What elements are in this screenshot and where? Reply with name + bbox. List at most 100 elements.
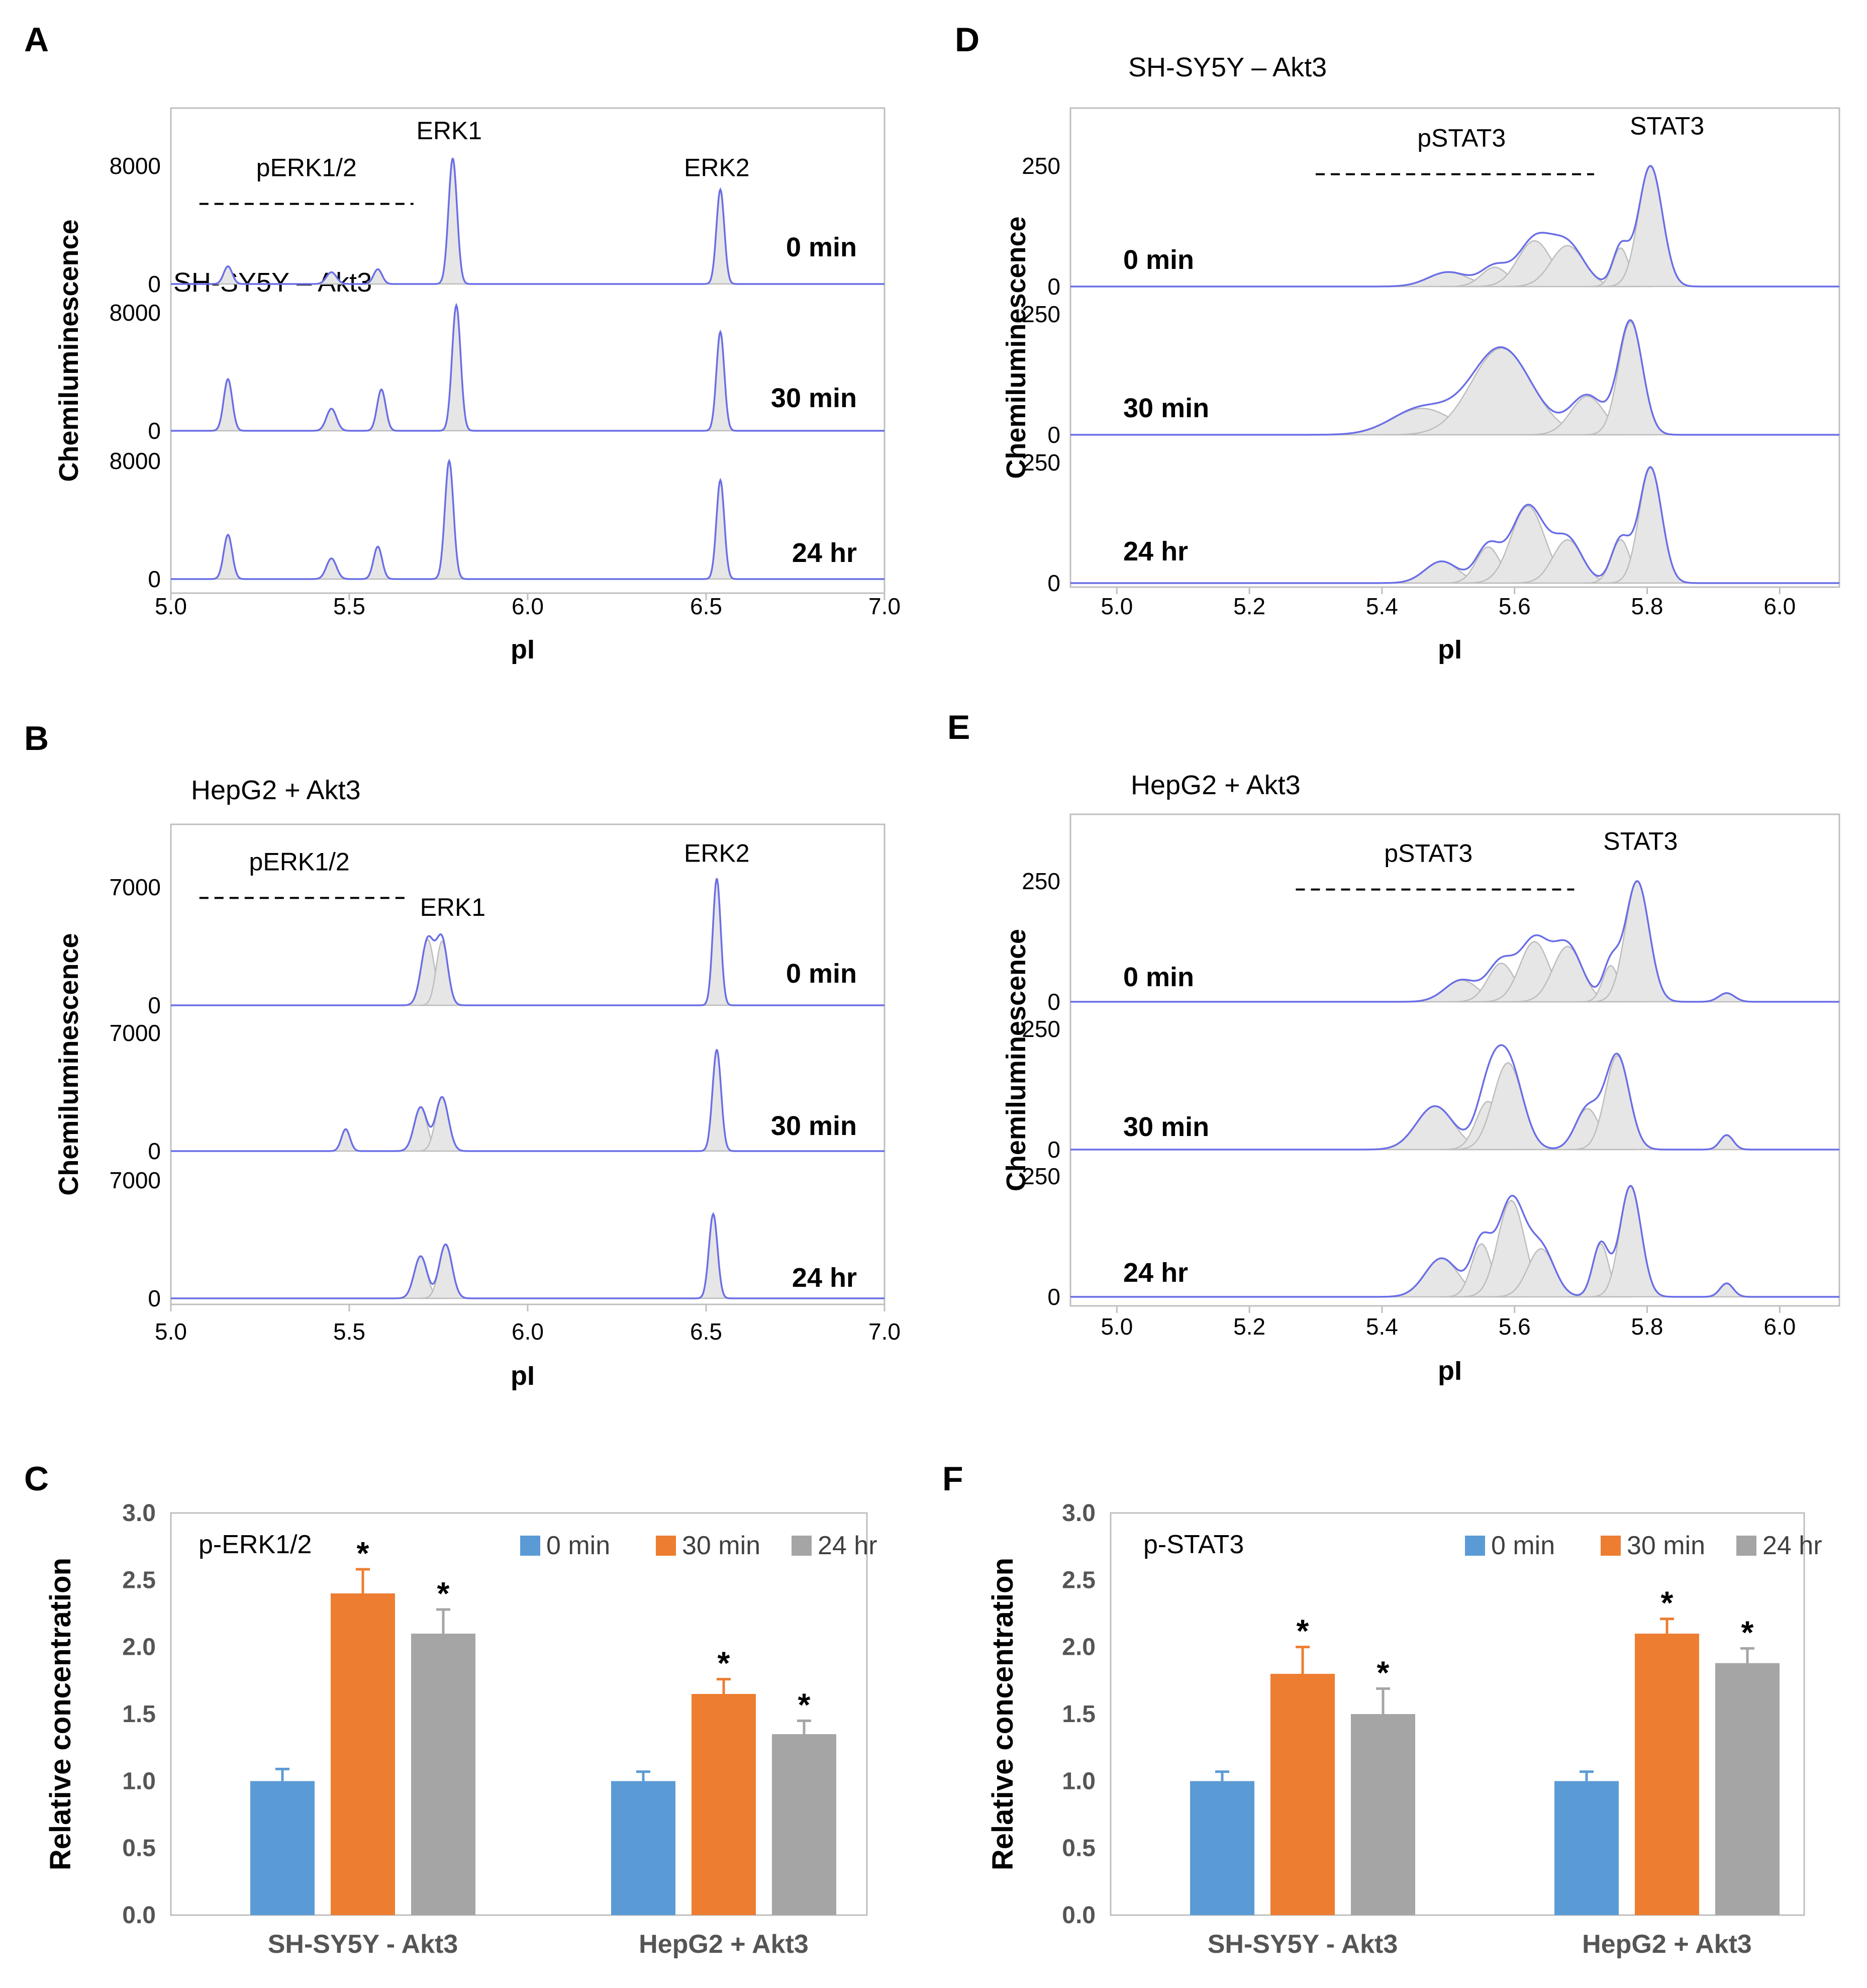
y-tick-label: 0 (148, 418, 161, 444)
trace-line-30-min (171, 1049, 885, 1152)
y-tick-label: 250 (1022, 449, 1060, 476)
x-tick-label: 5.8 (1631, 1313, 1663, 1340)
trace-line-24-hr (171, 458, 885, 580)
panel-d-electropherogram: SH-SY5Y – Akt3 5.0 5.2 5.4 5.6 5.8 6.0 pI Chemil… (1001, 52, 1840, 665)
panel-f-bar-chart: 0.0 0.5 1.0 1.5 2.0 2.5 3.0 Relative concentrat… (987, 1500, 1822, 1959)
plot-frame (1110, 1512, 1805, 1916)
y-axis-label: Relative concentration (987, 1558, 1019, 1870)
panel-e-plot-frame (1069, 813, 1840, 1307)
trace-line-24-hr (1070, 466, 1839, 584)
panel-d-title: SH-SY5Y – Akt3 (1128, 52, 1327, 82)
legend-swatch-0-min (1465, 1536, 1485, 1556)
y-axis-label: Chemiluminescence (54, 219, 84, 482)
chart-title: p-STAT3 (1143, 1530, 1244, 1559)
y-axis-label: Chemiluminescence (1001, 216, 1031, 479)
x-tick-label: 5.5 (333, 1318, 365, 1345)
significance-marker: * (1661, 1585, 1674, 1621)
peak-annotation-erk2: ERK2 (684, 154, 750, 182)
y-tick-label: 0 (1047, 273, 1060, 300)
trace-line-30-min (1070, 319, 1839, 436)
y-tick-label: 250 (1022, 153, 1060, 179)
panel-letter-c: C (24, 1460, 49, 1498)
x-axis-label: pI (511, 1361, 535, 1391)
category-label: HepG2 + Akt3 (1582, 1930, 1752, 1959)
bar-30-min-hepg2-akt3 (692, 1694, 756, 1915)
bar-24-hr-hepg2-akt3 (772, 1734, 836, 1915)
y-tick-label: 250 (1022, 868, 1060, 894)
panel-letter-a: A (24, 21, 49, 59)
peak-annotation-stat3: STAT3 (1630, 112, 1704, 140)
peak-annotation-perk1-2: pERK1/2 (249, 847, 350, 876)
x-tick-label: 6.0 (1763, 593, 1796, 619)
x-tick-label: 7.0 (868, 593, 901, 619)
legend-swatch-30-min (1601, 1536, 1621, 1556)
x-tick-label: 5.0 (1101, 593, 1133, 619)
y-tick-label: 250 (1022, 1016, 1060, 1042)
significance-marker: * (798, 1686, 811, 1723)
significance-marker: * (1377, 1654, 1390, 1690)
y-tick-label: 0.0 (122, 1902, 156, 1929)
bar-30-min-sh-sy5y-akt3 (331, 1593, 395, 1915)
y-tick-label: 0.5 (122, 1835, 156, 1862)
y-tick-label: 2.0 (1062, 1634, 1096, 1661)
bar-0-min-hepg2-akt3 (611, 1781, 675, 1915)
series-label-0-min: 0 min (1123, 962, 1194, 992)
x-tick-label: 5.0 (155, 593, 187, 619)
significance-marker: * (718, 1645, 730, 1681)
y-tick-label: 0 (1047, 1284, 1060, 1310)
y-tick-label: 2.5 (1062, 1567, 1096, 1593)
y-tick-label: 8000 (110, 448, 161, 474)
y-tick-label: 0 (1047, 1137, 1060, 1163)
chart-title: p-ERK1/2 (199, 1530, 312, 1559)
x-tick-label: 5.4 (1366, 593, 1398, 619)
x-tick-label: 5.8 (1631, 593, 1663, 619)
y-tick-label: 0.0 (1062, 1902, 1096, 1929)
category-label: HepG2 + Akt3 (639, 1930, 809, 1959)
panel-c-bar-chart: 0.0 0.5 1.0 1.5 2.0 2.5 3.0 Relative concentrat… (44, 1500, 877, 1959)
y-tick-label: 7000 (110, 1020, 161, 1046)
series-label-24-hr: 24 hr (792, 1263, 857, 1293)
y-tick-label: 2.5 (122, 1567, 156, 1593)
bar-24-hr-hepg2-akt3 (1715, 1663, 1780, 1915)
y-tick-label: 2.0 (122, 1634, 156, 1661)
y-tick-label: 3.0 (122, 1500, 156, 1527)
series-label-24-hr: 24 hr (792, 538, 857, 568)
category-label: SH-SY5Y - Akt3 (268, 1930, 458, 1959)
panel-e-title: HepG2 + Akt3 (1131, 770, 1301, 800)
y-tick-label: 8000 (110, 300, 161, 326)
x-tick-label: 7.0 (868, 1318, 901, 1345)
y-tick-label: 7000 (110, 1167, 161, 1193)
y-tick-label: 250 (1022, 301, 1060, 327)
trace-line-0-min (1070, 880, 1839, 1003)
significance-marker: * (1297, 1613, 1309, 1649)
y-tick-label: 0.5 (1062, 1835, 1096, 1862)
bar-30-min-sh-sy5y-akt3 (1270, 1674, 1335, 1915)
trace-line-24-hr (171, 1212, 885, 1299)
x-tick-label: 5.2 (1233, 1313, 1265, 1340)
series-label-30-min: 30 min (1123, 1112, 1209, 1142)
significance-marker: * (1741, 1614, 1754, 1650)
panel-letter-e: E (947, 708, 970, 746)
x-tick-label: 5.6 (1499, 1313, 1531, 1340)
legend-label-24-hr: 24 hr (1762, 1531, 1822, 1560)
legend-label-0-min: 0 min (1491, 1531, 1555, 1560)
legend-label-30-min: 30 min (682, 1531, 760, 1560)
series-label-0-min: 0 min (1123, 245, 1194, 275)
y-tick-label: 8000 (110, 153, 161, 179)
x-axis-label: pI (511, 634, 535, 665)
x-tick-label: 5.2 (1233, 593, 1265, 619)
y-tick-label: 1.0 (1062, 1768, 1096, 1794)
y-tick-label: 0 (1047, 570, 1060, 596)
x-tick-label: 6.5 (690, 593, 722, 619)
bar-0-min-hepg2-akt3 (1554, 1781, 1619, 1915)
y-tick-label: 1.5 (122, 1701, 156, 1728)
y-tick-label: 0 (148, 992, 161, 1018)
peak-annotation-pstat3: pSTAT3 (1417, 124, 1506, 152)
x-tick-label: 5.4 (1366, 1313, 1398, 1340)
y-tick-label: 0 (148, 271, 161, 297)
panel-letter-d: D (955, 21, 979, 59)
x-tick-label: 5.0 (1101, 1313, 1133, 1340)
y-axis-label: Relative concentration (44, 1558, 77, 1870)
panel-b-title: HepG2 + Akt3 (191, 775, 361, 805)
